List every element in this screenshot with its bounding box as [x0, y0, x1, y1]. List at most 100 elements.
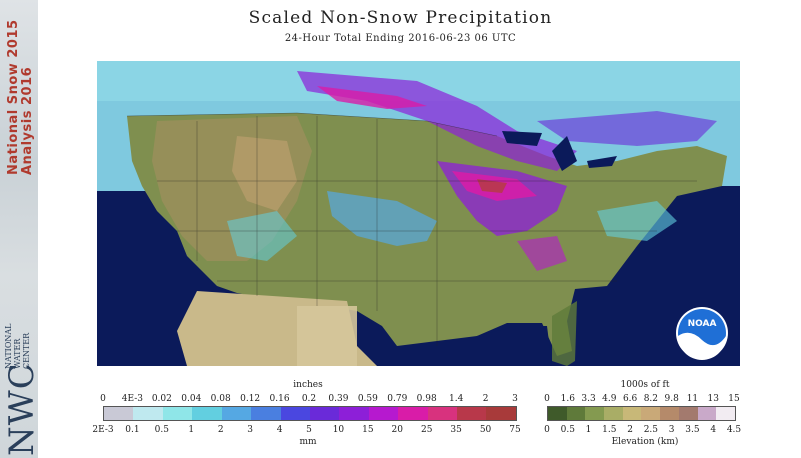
sidebar-title-text: National Snow — [6, 62, 21, 175]
elev-swatch — [660, 407, 679, 420]
precip-tick-label: 25 — [420, 425, 433, 435]
precip-tick-label: 0.98 — [416, 394, 437, 404]
map-subtitle: 24-Hour Total Ending 2016-06-23 06 UTC — [284, 33, 517, 44]
great-lakes — [502, 131, 617, 171]
precip-swatch — [251, 407, 281, 420]
elev-tick-label: 1.6 — [560, 394, 575, 404]
elev-tick-label: 1.5 — [602, 425, 617, 435]
state-borders — [126, 112, 697, 346]
precip-tick-label: 0.16 — [269, 394, 290, 404]
elev-unit-top: 1000s of ft — [620, 380, 670, 390]
precipitation-map — [97, 61, 740, 366]
elev-tick-label: 0 — [544, 394, 550, 404]
precip-swatch — [162, 407, 193, 420]
elevation-color-bar — [547, 406, 736, 421]
elev-tick-label: 15 — [728, 394, 740, 404]
precip-swatch — [104, 407, 134, 420]
noaa-logo: NOAA — [676, 307, 728, 360]
precip-tick-label: 5 — [306, 425, 312, 435]
precip-unit-top: inches — [293, 380, 323, 390]
gulf-of-mexico — [397, 326, 552, 366]
elev-tick-label: 3.3 — [581, 394, 596, 404]
sidebar-subtitle-text: Analysis — [20, 110, 35, 175]
precip-tick-label: 4 — [276, 425, 283, 435]
precip-tick-label: 0.08 — [210, 394, 231, 404]
precip-tick-label: 35 — [450, 425, 462, 435]
precip-band-east — [537, 111, 717, 146]
precip-band-plains — [327, 191, 437, 246]
org-line-water: WATER — [13, 338, 22, 369]
precip-tick-label: 3 — [512, 394, 518, 404]
elev-tick-label: 13 — [707, 394, 719, 404]
elev-tick-label: 0.5 — [560, 425, 575, 435]
precip-swatch — [398, 407, 428, 420]
precip-swatch — [457, 407, 487, 420]
precip-tick-label: 0.39 — [328, 394, 349, 404]
precip-swatch — [309, 407, 340, 420]
elev-tick-label: 2 — [627, 425, 633, 435]
pacific-ocean — [97, 231, 175, 366]
precip-swatch — [133, 407, 163, 420]
precip-swatch — [280, 407, 310, 420]
precip-tick-label: 0.12 — [240, 394, 261, 404]
precip-tick-label: 2E-3 — [92, 425, 114, 435]
precip-swatch — [339, 407, 369, 420]
precip-swatch — [221, 407, 252, 420]
elev-swatch — [716, 407, 735, 420]
elev-tick-label: 9.8 — [664, 394, 679, 404]
elev-tick-label: 0 — [544, 425, 550, 435]
noaa-logo-text: NOAA — [688, 319, 717, 329]
precip-tick-label: 0.59 — [357, 394, 378, 404]
elev-swatch — [678, 407, 698, 420]
elev-swatch — [622, 407, 642, 420]
precip-tick-label: 0 — [100, 394, 106, 404]
precip-tick-label: 0.79 — [387, 394, 408, 404]
org-line-national: NATIONAL — [4, 323, 13, 369]
nwc-logo-text: NWC — [2, 362, 42, 456]
elev-tick-label: 2.5 — [643, 425, 659, 435]
elev-swatch — [697, 407, 717, 420]
elev-unit-bottom: Elevation (km) — [611, 437, 679, 447]
precip-tick-label: 1 — [188, 425, 195, 435]
precip-tick-label: 15 — [362, 425, 374, 435]
sidebar-title-line2: Analysis 2016 — [20, 67, 35, 175]
precip-tick-label: 75 — [509, 425, 521, 435]
elev-tick-label: 4.9 — [602, 394, 617, 404]
precip-swatch — [427, 407, 458, 420]
precip-swatch — [368, 407, 399, 420]
precip-swatch — [486, 407, 516, 420]
precip-tick-label: 3 — [247, 425, 254, 435]
elev-swatch — [585, 407, 605, 420]
elev-tick-label: 4.5 — [726, 425, 742, 435]
precip-tick-label: 0.02 — [151, 394, 172, 404]
elev-tick-label: 8.2 — [643, 394, 659, 404]
elev-tick-label: 1 — [585, 425, 592, 435]
precip-tick-label: 20 — [391, 425, 404, 435]
precip-unit-bottom: mm — [299, 437, 317, 447]
map-title: Scaled Non-Snow Precipitation — [248, 8, 553, 28]
org-line-center: CENTER — [22, 332, 31, 369]
precip-tick-label: 0.1 — [125, 425, 140, 435]
precip-tick-label: 1.4 — [448, 394, 464, 404]
elev-tick-label: 6.6 — [622, 394, 638, 404]
precip-tick-label: 0.04 — [181, 394, 202, 404]
elev-swatch — [548, 407, 567, 420]
precip-tick-label: 4E-3 — [121, 394, 144, 404]
precip-color-bar — [103, 406, 517, 421]
elev-tick-label: 3.5 — [685, 425, 700, 435]
precip-tick-label: 2 — [217, 425, 224, 435]
elev-tick-label: 4 — [710, 425, 717, 435]
elev-tick-label: 11 — [686, 394, 699, 404]
elev-tick-label: 3 — [668, 425, 675, 435]
elev-swatch — [641, 407, 661, 420]
precip-swatch — [192, 407, 222, 420]
precip-tick-label: 50 — [479, 425, 492, 435]
precip-tick-label: 0.2 — [301, 394, 317, 404]
elev-swatch — [566, 407, 586, 420]
precip-tick-label: 2 — [482, 394, 489, 404]
sidebar-branding: National Snow 2015 Analysis 2016 NWC NAT… — [0, 0, 42, 458]
sidebar-year-end: 2016 — [20, 66, 35, 106]
precip-tick-label: 10 — [332, 425, 345, 435]
precip-tick-label: 0.5 — [154, 425, 170, 435]
elev-swatch — [604, 407, 623, 420]
